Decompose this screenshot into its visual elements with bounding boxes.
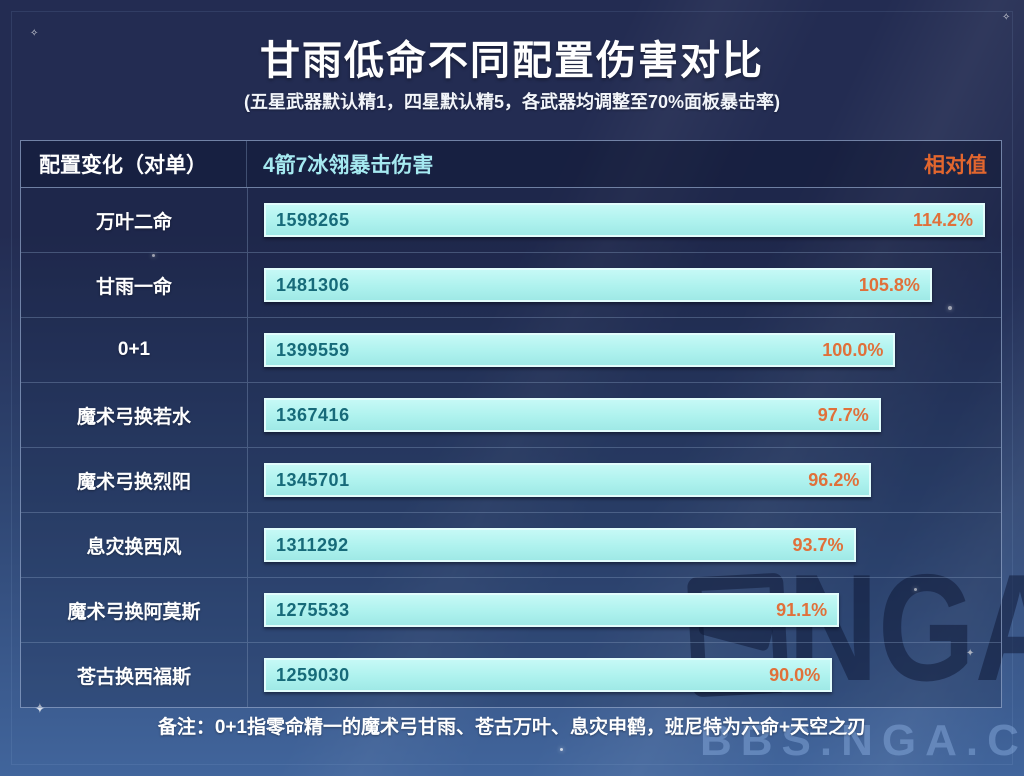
bar-percent: 114.2% xyxy=(912,209,973,230)
bar-percent: 90.0% xyxy=(769,664,821,685)
table-row: 0+1 1399559 100.0% xyxy=(21,317,1001,382)
damage-bar: 1481306 105.8% xyxy=(264,268,932,302)
damage-comparison-table: 配置变化（对单） 4箭7冰翎暴击伤害 相对值 万叶二命 1598265 114.… xyxy=(20,140,1002,708)
bar-cell: 1399559 100.0% xyxy=(248,318,1001,382)
row-label: 甘雨一命 xyxy=(21,253,248,317)
page-subtitle: (五星武器默认精1，四星默认精5，各武器均调整至70%面板暴击率) xyxy=(243,92,781,112)
row-label: 苍古换西福斯 xyxy=(21,643,248,707)
damage-bar: 1598265 114.2% xyxy=(264,203,985,237)
bar-percent: 105.8% xyxy=(858,274,920,295)
bar-value: 1399559 xyxy=(276,339,350,360)
row-label: 万叶二命 xyxy=(21,188,248,252)
bar-value: 1311292 xyxy=(276,534,349,555)
footnote: 备注：0+1指零命精一的魔术弓甘雨、苍古万叶、息灾申鹤，班尼特为六命+天空之刃 xyxy=(157,717,867,738)
bar-cell: 1481306 105.8% xyxy=(248,253,1001,317)
header-relative-column: 相对值 xyxy=(924,154,987,177)
bar-value: 1481306 xyxy=(276,274,350,295)
bar-cell: 1598265 114.2% xyxy=(248,188,1001,252)
table-body: 万叶二命 1598265 114.2% 甘雨一命 1481306 105.8% … xyxy=(21,188,1001,707)
table-row: 魔术弓换若水 1367416 97.7% xyxy=(21,382,1001,447)
bar-cell: 1345701 96.2% xyxy=(248,448,1001,512)
bar-percent: 97.7% xyxy=(817,404,869,425)
table-row: 万叶二命 1598265 114.2% xyxy=(21,188,1001,252)
page-title: 甘雨低命不同配置伤害对比 xyxy=(260,39,764,83)
bar-value: 1259030 xyxy=(276,664,350,685)
bar-percent: 100.0% xyxy=(822,339,884,360)
bar-percent: 93.7% xyxy=(792,534,844,555)
bar-cell: 1311292 93.7% xyxy=(248,513,1001,577)
bar-cell: 1275533 91.1% xyxy=(248,578,1001,642)
damage-bar: 1399559 100.0% xyxy=(264,333,896,367)
row-label: 魔术弓换烈阳 xyxy=(21,448,248,512)
bar-percent: 91.1% xyxy=(776,599,828,620)
damage-bar: 1259030 90.0% xyxy=(264,658,833,692)
damage-bar: 1367416 97.7% xyxy=(264,398,881,432)
damage-bar: 1311292 93.7% xyxy=(264,528,856,562)
table-row: 魔术弓换阿莫斯 1275533 91.1% xyxy=(21,577,1001,642)
row-label: 息灾换西风 xyxy=(21,513,248,577)
sparkle-icon: ✧ xyxy=(1002,12,1011,23)
damage-bar: 1345701 96.2% xyxy=(264,463,872,497)
row-label: 魔术弓换阿莫斯 xyxy=(21,578,248,642)
row-label: 0+1 xyxy=(21,318,248,382)
bar-value: 1367416 xyxy=(276,404,350,425)
table-row: 魔术弓换烈阳 1345701 96.2% xyxy=(21,447,1001,512)
nga-site-watermark: BBS.NGA.CN xyxy=(700,716,1024,765)
star-dot xyxy=(560,748,563,751)
bar-value: 1598265 xyxy=(276,209,350,230)
bar-cell: 1367416 97.7% xyxy=(248,383,1001,447)
damage-bar: 1275533 91.1% xyxy=(264,593,840,627)
table-row: 甘雨一命 1481306 105.8% xyxy=(21,252,1001,317)
table-row: 苍古换西福斯 1259030 90.0% xyxy=(21,642,1001,707)
header-damage-column: 4箭7冰翎暴击伤害 xyxy=(263,154,434,177)
table-row: 息灾换西风 1311292 93.7% xyxy=(21,512,1001,577)
bar-percent: 96.2% xyxy=(808,469,860,490)
table-header-row: 配置变化（对单） 4箭7冰翎暴击伤害 相对值 xyxy=(21,141,1001,188)
bar-value: 1275533 xyxy=(276,599,350,620)
header-config-column: 配置变化（对单） xyxy=(21,141,247,187)
row-label: 魔术弓换若水 xyxy=(21,383,248,447)
bar-value: 1345701 xyxy=(276,469,350,490)
bar-cell: 1259030 90.0% xyxy=(248,643,1001,707)
